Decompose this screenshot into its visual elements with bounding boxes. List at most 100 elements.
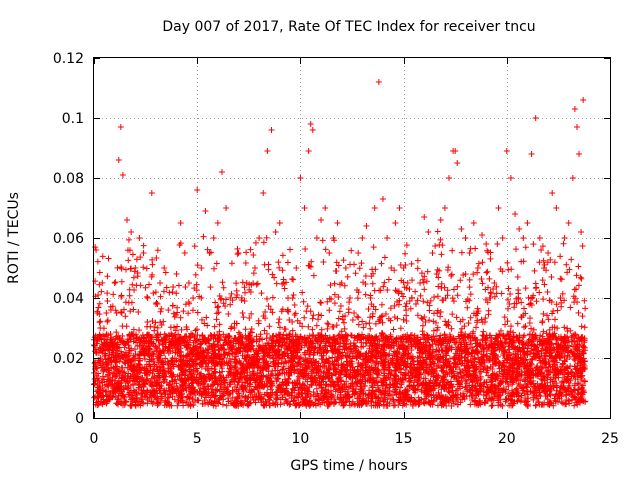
data-point [358, 260, 365, 267]
data-point [99, 253, 106, 260]
data-point [193, 281, 200, 288]
data-point [458, 249, 465, 256]
data-point [487, 255, 494, 262]
data-point [97, 318, 104, 325]
data-point [262, 308, 269, 315]
data-point [136, 327, 143, 334]
data-point [407, 305, 414, 312]
data-point [504, 318, 511, 325]
data-point [126, 292, 133, 299]
data-point [466, 284, 473, 291]
data-point [191, 243, 198, 250]
data-point [348, 247, 355, 254]
data-point [385, 315, 392, 322]
data-point [171, 396, 178, 403]
data-point [410, 382, 417, 389]
data-point [140, 264, 147, 271]
data-point [319, 237, 326, 244]
data-point [448, 325, 455, 332]
data-point [153, 299, 160, 306]
data-point [96, 319, 103, 326]
data-point [528, 325, 535, 332]
data-point [118, 348, 125, 355]
data-point [378, 301, 385, 308]
data-point [457, 277, 464, 284]
data-point [486, 275, 493, 282]
data-point [112, 307, 119, 314]
data-point [544, 289, 551, 296]
data-point [508, 266, 515, 273]
data-point [173, 290, 180, 297]
data-point [95, 304, 102, 311]
data-point [522, 244, 529, 251]
data-point [548, 274, 555, 281]
data-point [473, 324, 480, 331]
data-point [265, 303, 272, 310]
data-point [275, 259, 282, 266]
data-point [242, 259, 249, 266]
data-point [347, 261, 354, 268]
data-point [194, 262, 201, 269]
data-point [356, 265, 363, 272]
data-point [468, 344, 475, 351]
data-point [575, 282, 582, 289]
data-point [514, 320, 521, 327]
data-point [378, 260, 385, 267]
data-point [458, 325, 465, 332]
data-point [406, 286, 413, 293]
data-point [302, 246, 309, 253]
data-point [418, 315, 425, 322]
data-point [247, 246, 254, 253]
data-point [332, 267, 339, 274]
data-point [464, 304, 471, 311]
data-point [234, 245, 241, 252]
data-point [213, 260, 220, 267]
data-point [467, 314, 474, 321]
data-point [415, 361, 422, 368]
data-point [375, 394, 382, 401]
data-point [462, 384, 469, 391]
data-point [346, 299, 353, 306]
data-point [319, 363, 326, 370]
data-point [158, 321, 165, 328]
data-point [310, 272, 317, 279]
data-point [501, 314, 508, 321]
data-point [148, 273, 155, 280]
data-point [404, 354, 411, 361]
data-point [210, 265, 217, 272]
data-point [329, 354, 336, 361]
data-point [216, 321, 223, 328]
data-point [526, 301, 533, 308]
data-point [384, 286, 391, 293]
data-point [104, 318, 111, 325]
data-point [219, 279, 226, 286]
data-point [467, 341, 474, 348]
data-point [92, 278, 99, 285]
data-point [370, 244, 377, 251]
data-point [571, 402, 578, 409]
data-point [130, 274, 137, 281]
data-point [391, 314, 398, 321]
data-point [498, 290, 505, 297]
data-point [114, 264, 121, 271]
data-point [140, 242, 147, 249]
data-point [160, 288, 167, 295]
data-point [279, 252, 286, 259]
data-point [488, 402, 495, 409]
data-point [414, 257, 421, 264]
data-point [403, 312, 410, 319]
data-point [182, 301, 189, 308]
data-point [291, 302, 298, 309]
data-point [239, 385, 246, 392]
data-point [319, 356, 326, 363]
data-point [536, 259, 543, 266]
data-point [478, 275, 485, 282]
data-point [344, 273, 351, 280]
data-point [333, 259, 340, 266]
data-point [578, 323, 585, 330]
data-point [194, 309, 201, 316]
data-point [400, 293, 407, 300]
data-point [261, 327, 268, 334]
data-point [521, 324, 528, 331]
